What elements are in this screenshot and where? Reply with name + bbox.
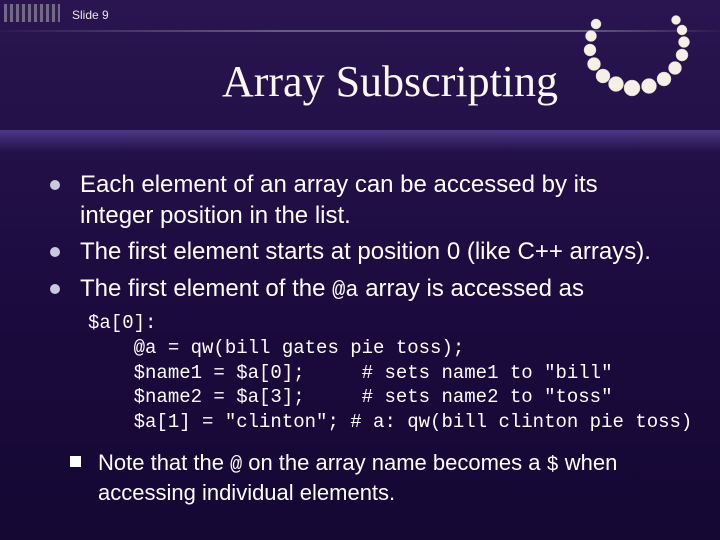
- code-block: $a[0]: @a = qw(bill gates pie toss); $na…: [88, 311, 674, 434]
- inline-code: $: [547, 454, 559, 477]
- slide-number: Slide 9: [72, 8, 109, 22]
- inline-code: @a: [332, 278, 358, 303]
- note-list: Note that the @ on the array name become…: [46, 449, 674, 508]
- bullet-item: The first element starts at position 0 (…: [46, 237, 674, 268]
- slide-title: Array Subscripting: [162, 56, 558, 107]
- inline-code: @: [230, 454, 242, 477]
- content-area: Each element of an array can be accessed…: [0, 140, 720, 507]
- header-band: Slide 9 Array Subscripting: [0, 0, 720, 140]
- divider-bottom: [0, 130, 720, 152]
- bullet-text-pre: The first element of the: [80, 275, 332, 302]
- logo-strip: [4, 4, 60, 22]
- bullet-item: The first element of the @a array is acc…: [46, 274, 674, 305]
- main-bullet-list: Each element of an array can be accessed…: [46, 170, 674, 305]
- note-text: on the array name becomes a: [242, 450, 547, 475]
- bullet-item: Each element of an array can be accessed…: [46, 170, 674, 231]
- bullet-text-post: array is accessed as: [359, 275, 584, 302]
- note-text: Note that the: [98, 450, 230, 475]
- note-item: Note that the @ on the array name become…: [70, 449, 674, 508]
- pearl-necklace-icon: [576, 6, 706, 106]
